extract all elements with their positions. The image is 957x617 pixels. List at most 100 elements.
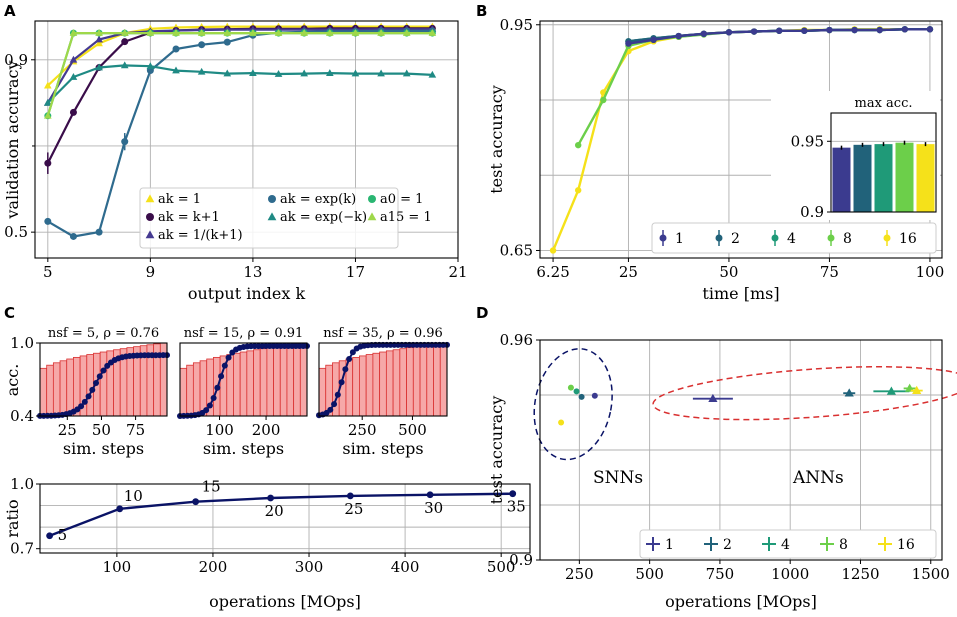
cb-ytick-label: 1.0 bbox=[10, 475, 34, 493]
c-ratio-bar bbox=[67, 359, 74, 416]
c-acc-point bbox=[327, 407, 333, 413]
cb-point-label: 30 bbox=[424, 499, 443, 517]
c-subplot-title: nsf = 35, ρ = 0.96 bbox=[323, 326, 443, 341]
panel-label-b: B bbox=[476, 2, 487, 20]
a-legend-label: ak = 1/(k+1) bbox=[158, 228, 243, 243]
b-xtick-label: 50 bbox=[719, 263, 738, 281]
c-ratio-bar bbox=[294, 344, 301, 416]
c-acc-point bbox=[226, 355, 232, 361]
c-ratio-bar bbox=[440, 343, 447, 416]
c-acc-point bbox=[346, 356, 352, 362]
b-xtick-label: 75 bbox=[820, 263, 839, 281]
cb-point-label: 15 bbox=[202, 478, 221, 496]
c-ratio-bar bbox=[434, 344, 441, 416]
a-point bbox=[70, 233, 77, 240]
panel-label-a: A bbox=[4, 2, 16, 20]
c-ratio-bar bbox=[332, 363, 339, 416]
c-ratio-bar bbox=[300, 343, 307, 416]
d-xlabel: operations [MOps] bbox=[665, 592, 817, 611]
c-acc-point bbox=[218, 373, 224, 379]
c-subplot-title: nsf = 15, ρ = 0.91 bbox=[184, 326, 304, 341]
b-point bbox=[675, 33, 681, 39]
c-ratio-bar bbox=[180, 368, 187, 416]
a-point bbox=[44, 218, 51, 225]
c-xlabel: sim. steps bbox=[63, 439, 144, 458]
c-ytick-label: 1.0 bbox=[10, 334, 34, 352]
c-ratio-bar bbox=[60, 361, 67, 416]
c-ratio-bar bbox=[187, 365, 194, 416]
a-legend-label: a0 = 1 bbox=[380, 192, 423, 207]
c-acc-point bbox=[101, 368, 107, 374]
b-inset-bar bbox=[896, 143, 914, 212]
c-xlabel: sim. steps bbox=[342, 439, 423, 458]
b-point bbox=[625, 40, 631, 46]
b-xtick-label: 100 bbox=[916, 263, 945, 281]
b-inset-bar bbox=[854, 145, 872, 212]
d-xtick-label: 1000 bbox=[771, 565, 809, 583]
c-xtick-label: 50 bbox=[92, 421, 111, 439]
d-snn-ellipse bbox=[524, 341, 622, 466]
c-ratio-bar bbox=[240, 352, 247, 416]
c-acc-point bbox=[97, 373, 103, 379]
c-acc-point bbox=[214, 385, 220, 391]
b-point bbox=[851, 27, 857, 33]
c-ratio-bar bbox=[87, 355, 94, 416]
d-snn-point bbox=[558, 420, 564, 426]
b-point bbox=[726, 29, 732, 35]
c-acc-point bbox=[203, 407, 209, 413]
b-point bbox=[776, 28, 782, 34]
c-ratio-bar bbox=[353, 357, 360, 416]
a-point bbox=[173, 46, 180, 53]
b-point bbox=[650, 37, 656, 43]
c-subplot-title: nsf = 5, ρ = 0.76 bbox=[48, 326, 159, 341]
c-acc-point bbox=[335, 392, 341, 398]
d-ytick-label: 0.96 bbox=[500, 331, 533, 349]
b-ytick-label: 0.95 bbox=[500, 16, 533, 34]
b-legend: 1 2 4 8 16 bbox=[652, 223, 936, 253]
c-acc-point bbox=[93, 380, 99, 386]
cb-point bbox=[509, 490, 516, 497]
c-ratio-bar bbox=[380, 352, 387, 416]
cb-xtick-label: 100 bbox=[103, 558, 132, 576]
panel-label-d: D bbox=[476, 304, 488, 322]
b-point bbox=[701, 31, 707, 37]
d-xtick-label: 500 bbox=[635, 565, 664, 583]
cb-xtick-label: 300 bbox=[295, 558, 324, 576]
b-point bbox=[826, 27, 832, 33]
a-legend: ak = 1ak = k+1ak = 1/(k+1)ak = exp(k)ak … bbox=[140, 188, 432, 248]
a-legend-marker bbox=[146, 213, 154, 221]
d-xtick-label: 250 bbox=[565, 565, 594, 583]
c-acc-point bbox=[89, 387, 95, 393]
a-ylabel: validation accuracy bbox=[3, 60, 22, 219]
c-ratio-bar bbox=[47, 365, 54, 416]
b-point bbox=[575, 142, 581, 148]
c-ratio-bar bbox=[53, 363, 60, 416]
c-ratio-bar bbox=[400, 349, 407, 416]
c-xtick-label: 500 bbox=[398, 421, 427, 439]
c-ratio-bar bbox=[193, 363, 200, 416]
cb-point bbox=[267, 495, 274, 502]
b-legend-marker bbox=[884, 235, 891, 242]
c-ratio-bar bbox=[280, 346, 287, 416]
d-ann-ellipse bbox=[651, 358, 957, 428]
b-point bbox=[927, 26, 933, 32]
c-ratio-bar bbox=[407, 348, 414, 416]
cb-point-label: 20 bbox=[265, 502, 284, 520]
cb-point-label: 35 bbox=[507, 498, 526, 516]
d-snn-point bbox=[579, 394, 585, 400]
d-legend-label: 4 bbox=[781, 537, 790, 553]
a-legend-label: ak = exp(k) bbox=[280, 192, 356, 207]
a-point bbox=[96, 229, 103, 236]
d-xtick-label: 1250 bbox=[841, 565, 879, 583]
cb-xtick-label: 400 bbox=[391, 558, 420, 576]
c-ratio-bar bbox=[373, 353, 380, 416]
b-legend-label: 8 bbox=[843, 231, 852, 247]
d-legend: 1 2 4 8 16 bbox=[640, 530, 936, 558]
b-legend-marker bbox=[660, 235, 667, 242]
c-acc-point bbox=[222, 363, 228, 369]
a-legend-label: ak = k+1 bbox=[158, 210, 220, 225]
c-acc-point bbox=[207, 402, 213, 408]
d-ylabel: test accuracy bbox=[487, 396, 506, 505]
c-acc-point bbox=[342, 366, 348, 372]
c-ratio-bar bbox=[386, 351, 393, 416]
